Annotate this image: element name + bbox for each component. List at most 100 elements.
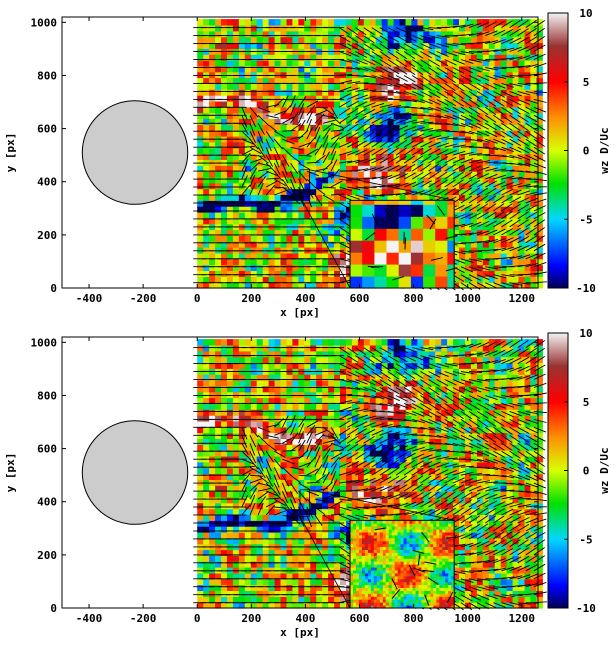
inset-cell bbox=[350, 276, 363, 289]
field-cell bbox=[215, 229, 222, 236]
field-cell bbox=[292, 176, 299, 184]
field-cell bbox=[357, 60, 365, 67]
velocity-vector bbox=[501, 57, 515, 60]
field-cell bbox=[256, 450, 264, 457]
field-cell bbox=[328, 95, 335, 102]
velocity-vector bbox=[387, 124, 400, 132]
field-cell bbox=[215, 572, 222, 580]
field-cell bbox=[441, 118, 448, 125]
velocity-vector bbox=[485, 130, 498, 138]
field-cell bbox=[221, 282, 228, 289]
field-cell bbox=[250, 194, 258, 201]
field-cell bbox=[334, 65, 341, 73]
field-cell bbox=[298, 270, 305, 277]
field-cell bbox=[215, 578, 222, 586]
field-cell bbox=[494, 25, 502, 32]
velocity-vector bbox=[493, 174, 506, 180]
field-cell bbox=[209, 467, 216, 475]
inset-cell bbox=[350, 204, 363, 217]
field-cell bbox=[423, 124, 430, 131]
velocity-vector bbox=[355, 123, 367, 132]
field-cell bbox=[286, 141, 293, 149]
field-cell bbox=[209, 241, 216, 248]
velocity-vector bbox=[485, 146, 499, 151]
velocity-vector bbox=[379, 110, 393, 116]
field-cell bbox=[215, 520, 222, 527]
field-cell bbox=[351, 118, 359, 125]
field-cell bbox=[280, 456, 288, 463]
field-cell bbox=[244, 549, 252, 556]
field-cell bbox=[530, 136, 537, 143]
field-cell bbox=[203, 212, 210, 219]
velocity-vector bbox=[241, 184, 251, 196]
velocity-vector bbox=[444, 67, 457, 75]
field-cell bbox=[375, 112, 383, 119]
velocity-vector bbox=[493, 282, 506, 288]
field-cell bbox=[524, 200, 532, 207]
velocity-vector bbox=[330, 107, 339, 119]
field-cell bbox=[393, 165, 401, 172]
field-cell bbox=[518, 65, 526, 73]
field-cell bbox=[268, 350, 276, 358]
field-cell bbox=[369, 171, 377, 178]
field-cell bbox=[244, 252, 252, 260]
velocity-vector bbox=[387, 82, 401, 88]
field-cell bbox=[423, 36, 430, 44]
field-cell bbox=[453, 101, 460, 108]
x-tick-label: 600 bbox=[350, 292, 370, 305]
velocity-vector bbox=[347, 132, 359, 140]
field-cell bbox=[215, 130, 222, 137]
field-cell bbox=[506, 106, 514, 114]
field-cell bbox=[387, 136, 395, 143]
field-cell bbox=[274, 212, 282, 219]
field-cell bbox=[215, 596, 222, 603]
field-cell bbox=[262, 176, 270, 184]
field-cell bbox=[268, 584, 276, 591]
velocity-vector bbox=[476, 75, 490, 81]
field-cell bbox=[227, 258, 234, 266]
field-cell bbox=[280, 165, 288, 172]
field-cell bbox=[524, 101, 532, 108]
field-cell bbox=[298, 101, 305, 108]
field-cell bbox=[209, 188, 216, 195]
field-cell bbox=[334, 101, 341, 108]
field-cell bbox=[488, 25, 496, 32]
field-cell bbox=[482, 200, 490, 207]
field-cell bbox=[316, 276, 323, 283]
field-cell bbox=[518, 130, 526, 137]
field-cell bbox=[244, 212, 252, 219]
field-cell bbox=[304, 200, 311, 207]
field-cell bbox=[351, 71, 359, 79]
field-cell bbox=[470, 276, 478, 283]
field-cell bbox=[340, 130, 347, 137]
field-cell bbox=[298, 130, 305, 137]
field-cell bbox=[304, 182, 311, 190]
field-cell bbox=[280, 130, 288, 137]
velocity-vector bbox=[420, 67, 432, 76]
field-cell bbox=[262, 282, 270, 289]
field-cell bbox=[274, 25, 282, 32]
field-cell bbox=[232, 479, 240, 486]
field-cell bbox=[274, 479, 282, 486]
field-cell bbox=[298, 153, 305, 160]
velocity-vector bbox=[290, 162, 299, 175]
field-cell bbox=[238, 42, 246, 49]
field-cell bbox=[500, 217, 508, 225]
field-cell bbox=[262, 532, 270, 539]
field-cell bbox=[512, 212, 520, 219]
field-cell bbox=[232, 339, 240, 346]
field-cell bbox=[351, 176, 359, 184]
inset-cell bbox=[423, 252, 436, 265]
field-cell bbox=[244, 345, 252, 352]
field-cell bbox=[435, 194, 442, 201]
field-cell bbox=[292, 60, 299, 67]
velocity-vector bbox=[265, 147, 272, 160]
field-cell bbox=[274, 403, 282, 410]
field-cell bbox=[429, 19, 436, 26]
velocity-vector bbox=[363, 95, 377, 100]
field-cell bbox=[238, 165, 246, 172]
field-cell bbox=[227, 71, 234, 79]
field-cell bbox=[316, 182, 323, 190]
field-cell bbox=[506, 276, 514, 283]
field-cell bbox=[369, 42, 377, 49]
